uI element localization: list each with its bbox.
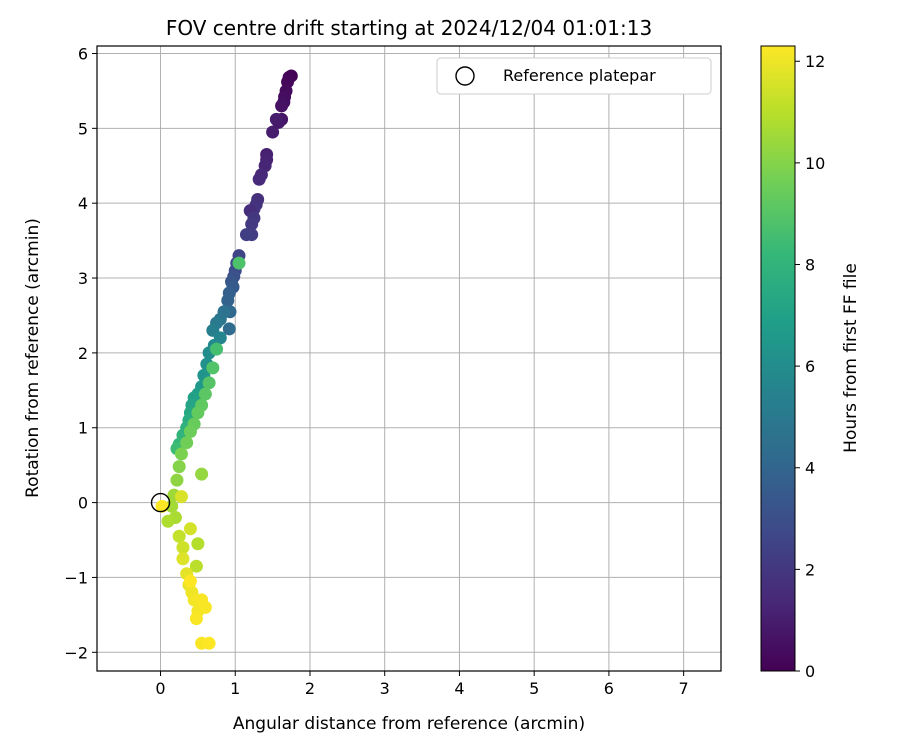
data-point — [191, 537, 205, 551]
y-tick-label: 4 — [78, 194, 88, 213]
data-point — [202, 636, 216, 650]
grid-lines — [97, 46, 721, 671]
colorbar-ticks: 0 2 4 6 8 10 12 — [795, 52, 825, 681]
x-tick-label: 5 — [529, 679, 539, 698]
chart-title: FOV centre drift starting at 2024/12/04 … — [166, 16, 652, 40]
data-point — [191, 406, 205, 420]
data-point — [195, 467, 209, 481]
data-point — [174, 447, 188, 461]
data-point — [245, 217, 259, 231]
data-point — [176, 540, 190, 554]
legend-label: Reference platepar — [503, 66, 656, 85]
data-point — [172, 460, 186, 474]
data-point — [206, 361, 220, 375]
data-point — [170, 473, 184, 487]
colorbar-fill — [760, 45, 796, 672]
x-axis-label: Angular distance from reference (arcmin) — [233, 714, 585, 734]
colorbar-label: Hours from first FF file — [841, 263, 861, 453]
legend-marker — [455, 66, 475, 86]
data-point — [183, 522, 197, 536]
data-point — [189, 559, 203, 573]
y-axis-ticks: −2 −1 0 1 2 3 4 5 6 — [64, 44, 97, 662]
colorbar-tick-label: 8 — [805, 255, 815, 274]
y-tick-label: 6 — [78, 44, 88, 63]
colorbar-tick-label: 10 — [805, 154, 825, 173]
data-point — [198, 387, 212, 401]
x-tick-label: 6 — [604, 679, 614, 698]
data-point — [165, 499, 179, 513]
data-point — [161, 514, 175, 528]
y-tick-label: 0 — [78, 494, 88, 513]
scatter-points — [155, 69, 298, 650]
colorbar-tick-label: 2 — [805, 560, 815, 579]
data-point — [198, 600, 212, 614]
x-axis-ticks: 0 1 2 3 4 5 6 7 — [155, 671, 689, 698]
y-tick-label: 5 — [78, 119, 88, 138]
data-point — [172, 529, 186, 543]
data-point — [221, 293, 235, 307]
colorbar: 0 2 4 6 8 10 12 Hours from first FF file — [760, 45, 861, 681]
x-tick-label: 7 — [679, 679, 689, 698]
data-point — [189, 612, 203, 626]
y-tick-label: 3 — [78, 269, 88, 288]
legend-box — [436, 57, 712, 95]
reference-platepar-marker — [150, 492, 171, 513]
x-tick-label: 2 — [305, 679, 315, 698]
x-tick-label: 3 — [380, 679, 390, 698]
data-point — [202, 376, 216, 390]
colorbar-tick-label: 6 — [805, 357, 815, 376]
data-point — [275, 99, 289, 113]
data-point — [176, 552, 190, 566]
data-point — [174, 490, 188, 504]
x-tick-label: 0 — [155, 679, 165, 698]
legend: Reference platepar — [436, 57, 712, 95]
data-point — [252, 172, 266, 186]
data-point — [183, 424, 197, 438]
y-tick-label: −1 — [64, 568, 88, 587]
data-point — [222, 322, 236, 336]
data-point — [269, 112, 283, 126]
y-tick-label: −2 — [64, 643, 88, 662]
colorbar-tick-label: 4 — [805, 459, 815, 478]
y-axis-label: Rotation from reference (arcmin) — [23, 218, 43, 498]
data-point — [210, 342, 224, 356]
x-tick-label: 1 — [230, 679, 240, 698]
y-tick-label: 2 — [78, 344, 88, 363]
y-tick-label: 1 — [78, 419, 88, 438]
data-point — [232, 256, 246, 270]
colorbar-tick-label: 0 — [805, 662, 815, 681]
plot-frame — [96, 45, 722, 672]
data-point — [183, 574, 197, 588]
colorbar-tick-label: 12 — [805, 52, 825, 71]
data-point — [266, 125, 280, 139]
data-point — [239, 228, 253, 242]
data-point — [180, 436, 194, 450]
x-tick-label: 4 — [454, 679, 464, 698]
